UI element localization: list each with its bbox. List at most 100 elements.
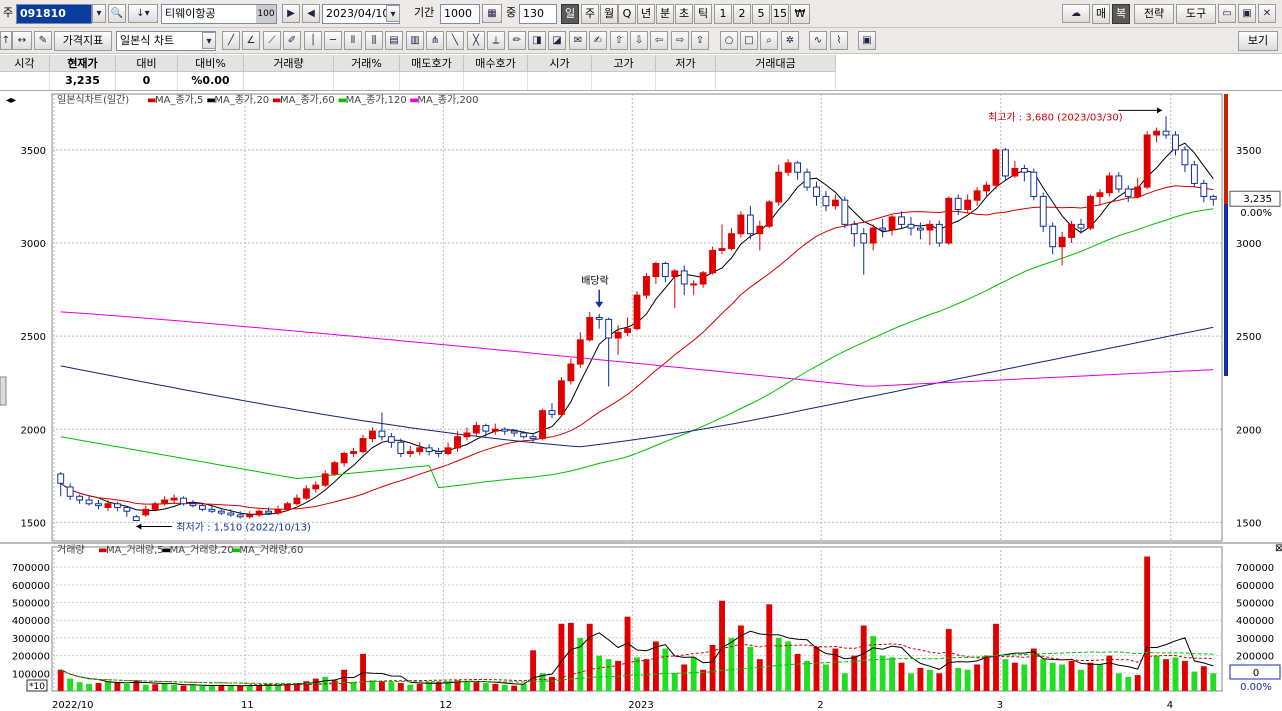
period-button-9[interactable]: 2 bbox=[733, 4, 751, 24]
candle bbox=[718, 248, 726, 251]
draw-tool-0-icon[interactable]: ╱ bbox=[222, 31, 240, 50]
volume-bar bbox=[67, 678, 74, 691]
draw-tool-24-icon[interactable]: ○ bbox=[720, 31, 738, 50]
up-arrow-icon[interactable]: ↑ bbox=[0, 31, 12, 50]
candle bbox=[387, 436, 395, 443]
draw-tool-30-icon[interactable]: ▣ bbox=[858, 31, 876, 50]
chart-type-select[interactable]: 일본식 차트 bbox=[116, 31, 216, 51]
search-icon[interactable]: 🔍 bbox=[108, 4, 126, 23]
price-legend-4: MA_종가,200 bbox=[417, 94, 478, 106]
volume-bar bbox=[1078, 669, 1084, 691]
draw-tool-29-icon[interactable]: ⌇ bbox=[830, 31, 848, 50]
center-input[interactable]: 130 bbox=[519, 4, 557, 24]
right-button-0[interactable]: 매 bbox=[1092, 4, 1110, 24]
draw-tool-9-icon[interactable]: ▥ bbox=[406, 31, 424, 50]
stock-chart[interactable]: ◂▸ 일본식차트(일간) ▬MA_종가,5 ▬MA_종가,20 ▬MA_종가,60 ▬MA… bbox=[0, 91, 1282, 711]
volume-bar bbox=[558, 623, 565, 691]
settings-icon[interactable]: ▣ bbox=[1238, 4, 1256, 23]
volume-bar bbox=[416, 683, 423, 691]
code-dropdown-icon[interactable]: ▾ bbox=[92, 4, 106, 23]
draw-tool-20-icon[interactable]: ⇩ bbox=[630, 31, 648, 50]
quote-value-11 bbox=[716, 72, 836, 90]
period-button-1[interactable]: 주 bbox=[581, 4, 599, 24]
volume-bar bbox=[1153, 655, 1160, 691]
candle bbox=[123, 506, 131, 512]
draw-tool-2-icon[interactable]: ⟋ bbox=[263, 31, 281, 50]
stock-badge: 100 bbox=[256, 5, 276, 23]
candle bbox=[576, 339, 584, 365]
sort-dropdown-icon[interactable]: ↓▾ bbox=[128, 4, 158, 23]
date-input[interactable]: 2023/04/10 bbox=[322, 4, 400, 24]
chart-type-dropdown-icon[interactable]: ▾ bbox=[202, 32, 216, 49]
draw-tool-1-icon[interactable]: ∠ bbox=[242, 31, 260, 50]
period-button-7[interactable]: 틱 bbox=[694, 4, 712, 24]
draw-tool-27-icon[interactable]: ✲ bbox=[781, 31, 799, 50]
stock-name-field[interactable]: 티웨이항공 100 bbox=[161, 4, 277, 24]
period-input[interactable]: 1000 bbox=[440, 4, 480, 24]
draw-tool-28-icon[interactable]: ∿ bbox=[809, 31, 827, 50]
right-button-3[interactable]: 도구 bbox=[1176, 4, 1216, 24]
candle bbox=[236, 514, 244, 518]
period-button-5[interactable]: 분 bbox=[656, 4, 674, 24]
draw-tool-19-icon[interactable]: ⇧ bbox=[610, 31, 628, 50]
draw-tool-7-icon[interactable]: ⫼ bbox=[365, 31, 383, 50]
candle bbox=[227, 512, 235, 516]
draw-tool-16-icon[interactable]: ◪ bbox=[548, 31, 566, 50]
draw-tool-26-icon[interactable]: ⌕ bbox=[760, 31, 778, 50]
draw-tool-25-icon[interactable]: □ bbox=[740, 31, 758, 50]
period-button-11[interactable]: 15 bbox=[771, 4, 789, 24]
draw-tool-23-icon[interactable]: ⇪ bbox=[691, 31, 709, 50]
candle bbox=[491, 428, 499, 432]
right-button-1[interactable]: 복 bbox=[1112, 4, 1130, 24]
volume-tick-right-4: 300000 bbox=[1236, 634, 1274, 645]
period-button-4[interactable]: 년 bbox=[637, 4, 655, 24]
collapse-arrows[interactable]: ◂▸ bbox=[6, 95, 16, 106]
draw-tool-18-icon[interactable]: ✍ bbox=[589, 31, 607, 50]
draw-tool-21-icon[interactable]: ⇦ bbox=[650, 31, 668, 50]
period-button-2[interactable]: 월 bbox=[600, 4, 618, 24]
close-icon[interactable]: ✕ bbox=[1258, 4, 1276, 23]
edit-icon[interactable]: ✎ bbox=[34, 31, 52, 50]
draw-tool-22-icon[interactable]: ⇨ bbox=[671, 31, 689, 50]
next-stock-icon[interactable]: ▶ bbox=[282, 4, 300, 23]
draw-tool-8-icon[interactable]: ▤ bbox=[385, 31, 403, 50]
date-dropdown-icon[interactable]: ▾ bbox=[386, 5, 400, 22]
price-index-button[interactable]: 가격지표 bbox=[54, 31, 112, 51]
candle bbox=[529, 436, 537, 440]
price-legend-dot-2: ▬ bbox=[272, 95, 281, 106]
price-legend-dot-0: ▬ bbox=[147, 95, 156, 106]
right-button-2[interactable]: 전략 bbox=[1134, 4, 1174, 24]
period-button-0[interactable]: 일 bbox=[561, 4, 579, 24]
cloud-icon[interactable]: ☁ bbox=[1062, 4, 1090, 23]
prev-stock-icon[interactable]: ◀ bbox=[302, 4, 320, 23]
candle bbox=[359, 438, 367, 453]
period-button-8[interactable]: 1 bbox=[714, 4, 732, 24]
grid-icon[interactable]: ▦ bbox=[482, 4, 502, 23]
period-button-12[interactable]: ₩ bbox=[790, 4, 810, 24]
draw-tool-10-icon[interactable]: ⋔ bbox=[426, 31, 444, 50]
period-button-10[interactable]: 5 bbox=[752, 4, 770, 24]
volume-bar bbox=[634, 657, 640, 691]
panel-close-icon[interactable]: ⊠ bbox=[1275, 543, 1282, 554]
volume-bar bbox=[407, 684, 414, 691]
minimize-icon[interactable]: ▭ bbox=[1218, 4, 1236, 23]
draw-tool-11-icon[interactable]: ╲ bbox=[446, 31, 464, 50]
draw-tool-3-icon[interactable]: ✐ bbox=[283, 31, 301, 50]
draw-tool-13-icon[interactable]: ⟂ bbox=[487, 31, 505, 50]
draw-tool-5-icon[interactable]: ─ bbox=[324, 31, 342, 50]
draw-tool-12-icon[interactable]: ╳ bbox=[467, 31, 485, 50]
view-button[interactable]: 보기 bbox=[1238, 31, 1278, 51]
expand-icon[interactable]: ↔ bbox=[12, 31, 32, 50]
period-button-3[interactable]: Q bbox=[618, 4, 636, 24]
period-button-6[interactable]: 초 bbox=[675, 4, 693, 24]
draw-tool-14-icon[interactable]: ✏ bbox=[508, 31, 526, 50]
draw-tool-4-icon[interactable]: │ bbox=[304, 31, 322, 50]
candle bbox=[907, 223, 915, 229]
candle bbox=[416, 447, 424, 453]
price-tick-left-2: 2500 bbox=[21, 332, 46, 343]
side-toggle[interactable] bbox=[0, 376, 7, 406]
draw-tool-17-icon[interactable]: ✉ bbox=[569, 31, 587, 50]
draw-tool-6-icon[interactable]: ⫴ bbox=[344, 31, 362, 50]
draw-tool-15-icon[interactable]: ◨ bbox=[528, 31, 546, 50]
stock-code-input[interactable]: 091810 bbox=[16, 4, 92, 24]
